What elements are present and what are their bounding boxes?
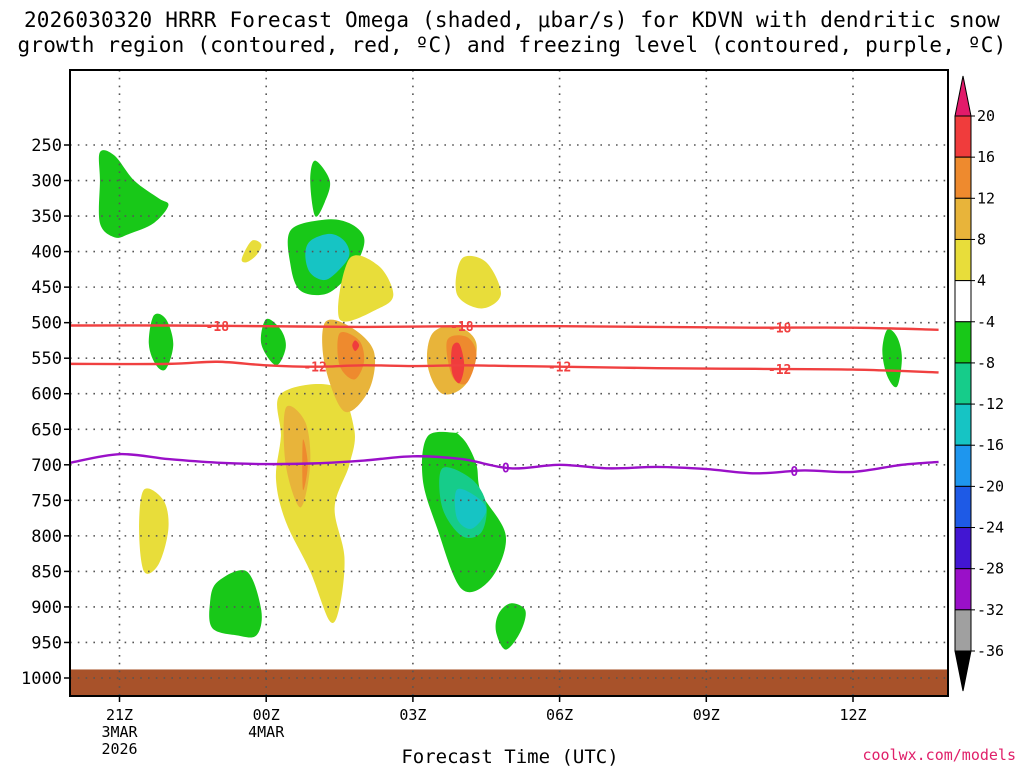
colorbar-label: -24 (977, 519, 1004, 537)
isotherm-line (70, 360, 939, 374)
y-tick-label: 800 (31, 527, 62, 547)
colorbar-top-arrow (954, 75, 972, 117)
colorbar-label: -4 (977, 313, 995, 331)
isotherm-label: 0 (502, 461, 510, 476)
x-tick-label: 3MAR (101, 723, 138, 741)
credit-text: coolwx.com/models (862, 746, 1016, 764)
x-tick-label: 06Z (546, 706, 573, 724)
omega-shaded-region (352, 340, 360, 352)
colorbar-label: -16 (977, 436, 1004, 454)
colorbar-label: 16 (977, 148, 995, 166)
omega-shaded-region (451, 342, 465, 384)
x-tick-label: 2026 (101, 740, 137, 758)
y-tick-label: 650 (31, 420, 62, 440)
y-tick-label: 350 (31, 207, 62, 227)
colorbar-label: 4 (977, 272, 986, 290)
x-axis-title: Forecast Time (UTC) (401, 746, 619, 768)
isotherm-label: 0 (790, 465, 798, 480)
colorbar-swatch (954, 115, 972, 158)
y-tick-label: 550 (31, 349, 62, 369)
isotherm-line (70, 452, 939, 475)
colorbar-swatch (954, 568, 972, 611)
plot-frame (69, 69, 949, 697)
colorbar-swatch (954, 485, 972, 529)
colorbar-label: -12 (977, 395, 1004, 413)
chart-title-line-1: 2026030320 HRRR Forecast Omega (shaded, … (23, 8, 1001, 32)
omega-shaded-region (98, 150, 169, 238)
x-tick-label: 21Z (106, 706, 133, 724)
y-tick-label: 250 (31, 136, 62, 156)
colorbar-swatch (954, 238, 972, 282)
colorbar-swatch (954, 156, 972, 199)
omega-shaded-region (305, 233, 350, 281)
omega-shaded-region (260, 318, 286, 366)
colorbar-label: 20 (977, 107, 995, 125)
terrain-fill (70, 669, 948, 696)
omega-shaded-region (455, 255, 501, 309)
x-tick-label: 4MAR (248, 723, 285, 741)
omega-shaded-region (139, 488, 169, 574)
colorbar-label: -32 (977, 601, 1004, 619)
colorbar-label: -8 (977, 354, 995, 372)
colorbar-label: -20 (977, 477, 1004, 495)
y-tick-label: 750 (31, 491, 62, 511)
isotherm-label: -12 (548, 361, 571, 376)
y-tick-label: 400 (31, 243, 62, 263)
colorbar-swatch (954, 280, 972, 323)
colorbar-label: 12 (977, 189, 995, 207)
colorbar-label: -28 (977, 560, 1004, 578)
isotherm-label: -18 (768, 322, 792, 337)
colorbar-swatch (954, 527, 972, 570)
y-tick-label: 300 (31, 172, 62, 192)
chart-title-line-2: growth region (contoured, red, ºC) and f… (17, 33, 1007, 57)
omega-shaded-region (495, 603, 526, 650)
x-tick-label: 09Z (693, 706, 720, 724)
y-tick-label: 600 (31, 385, 62, 405)
isotherm-label: -18 (206, 320, 230, 335)
omega-shaded-region (338, 255, 394, 322)
isotherm-label: -12 (303, 361, 326, 376)
omega-shaded-region (241, 240, 262, 263)
y-tick-label: 900 (31, 598, 62, 618)
isotherm-label: -18 (450, 320, 474, 335)
colorbar-swatch (954, 362, 972, 405)
isotherm-label: -12 (768, 363, 791, 378)
colorbar-label: 8 (977, 230, 986, 248)
omega-shaded-region (882, 329, 902, 388)
colorbar-swatch (954, 609, 972, 652)
colorbar-swatch (954, 444, 972, 487)
plot-background (70, 70, 948, 696)
omega-shaded-region (148, 313, 174, 371)
y-tick-label: 500 (31, 314, 62, 334)
omega-shaded-region (209, 570, 262, 638)
x-tick-label: 03Z (399, 706, 426, 724)
isotherm-line (70, 324, 939, 331)
y-tick-label: 850 (31, 562, 62, 582)
y-tick-label: 950 (31, 633, 62, 653)
omega-shaded-region (454, 488, 487, 529)
colorbar-swatch (954, 197, 972, 240)
x-tick-label: 00Z (253, 706, 280, 724)
x-tick-label: 12Z (839, 706, 866, 724)
colorbar-bottom-arrow (954, 650, 972, 692)
colorbar-swatch (954, 321, 972, 364)
y-tick-label: 700 (31, 456, 62, 476)
y-tick-label: 1000 (21, 669, 62, 689)
colorbar-swatch (954, 403, 972, 446)
y-tick-label: 450 (31, 278, 62, 298)
colorbar-label: -36 (977, 642, 1004, 660)
omega-shaded-region (310, 160, 331, 217)
